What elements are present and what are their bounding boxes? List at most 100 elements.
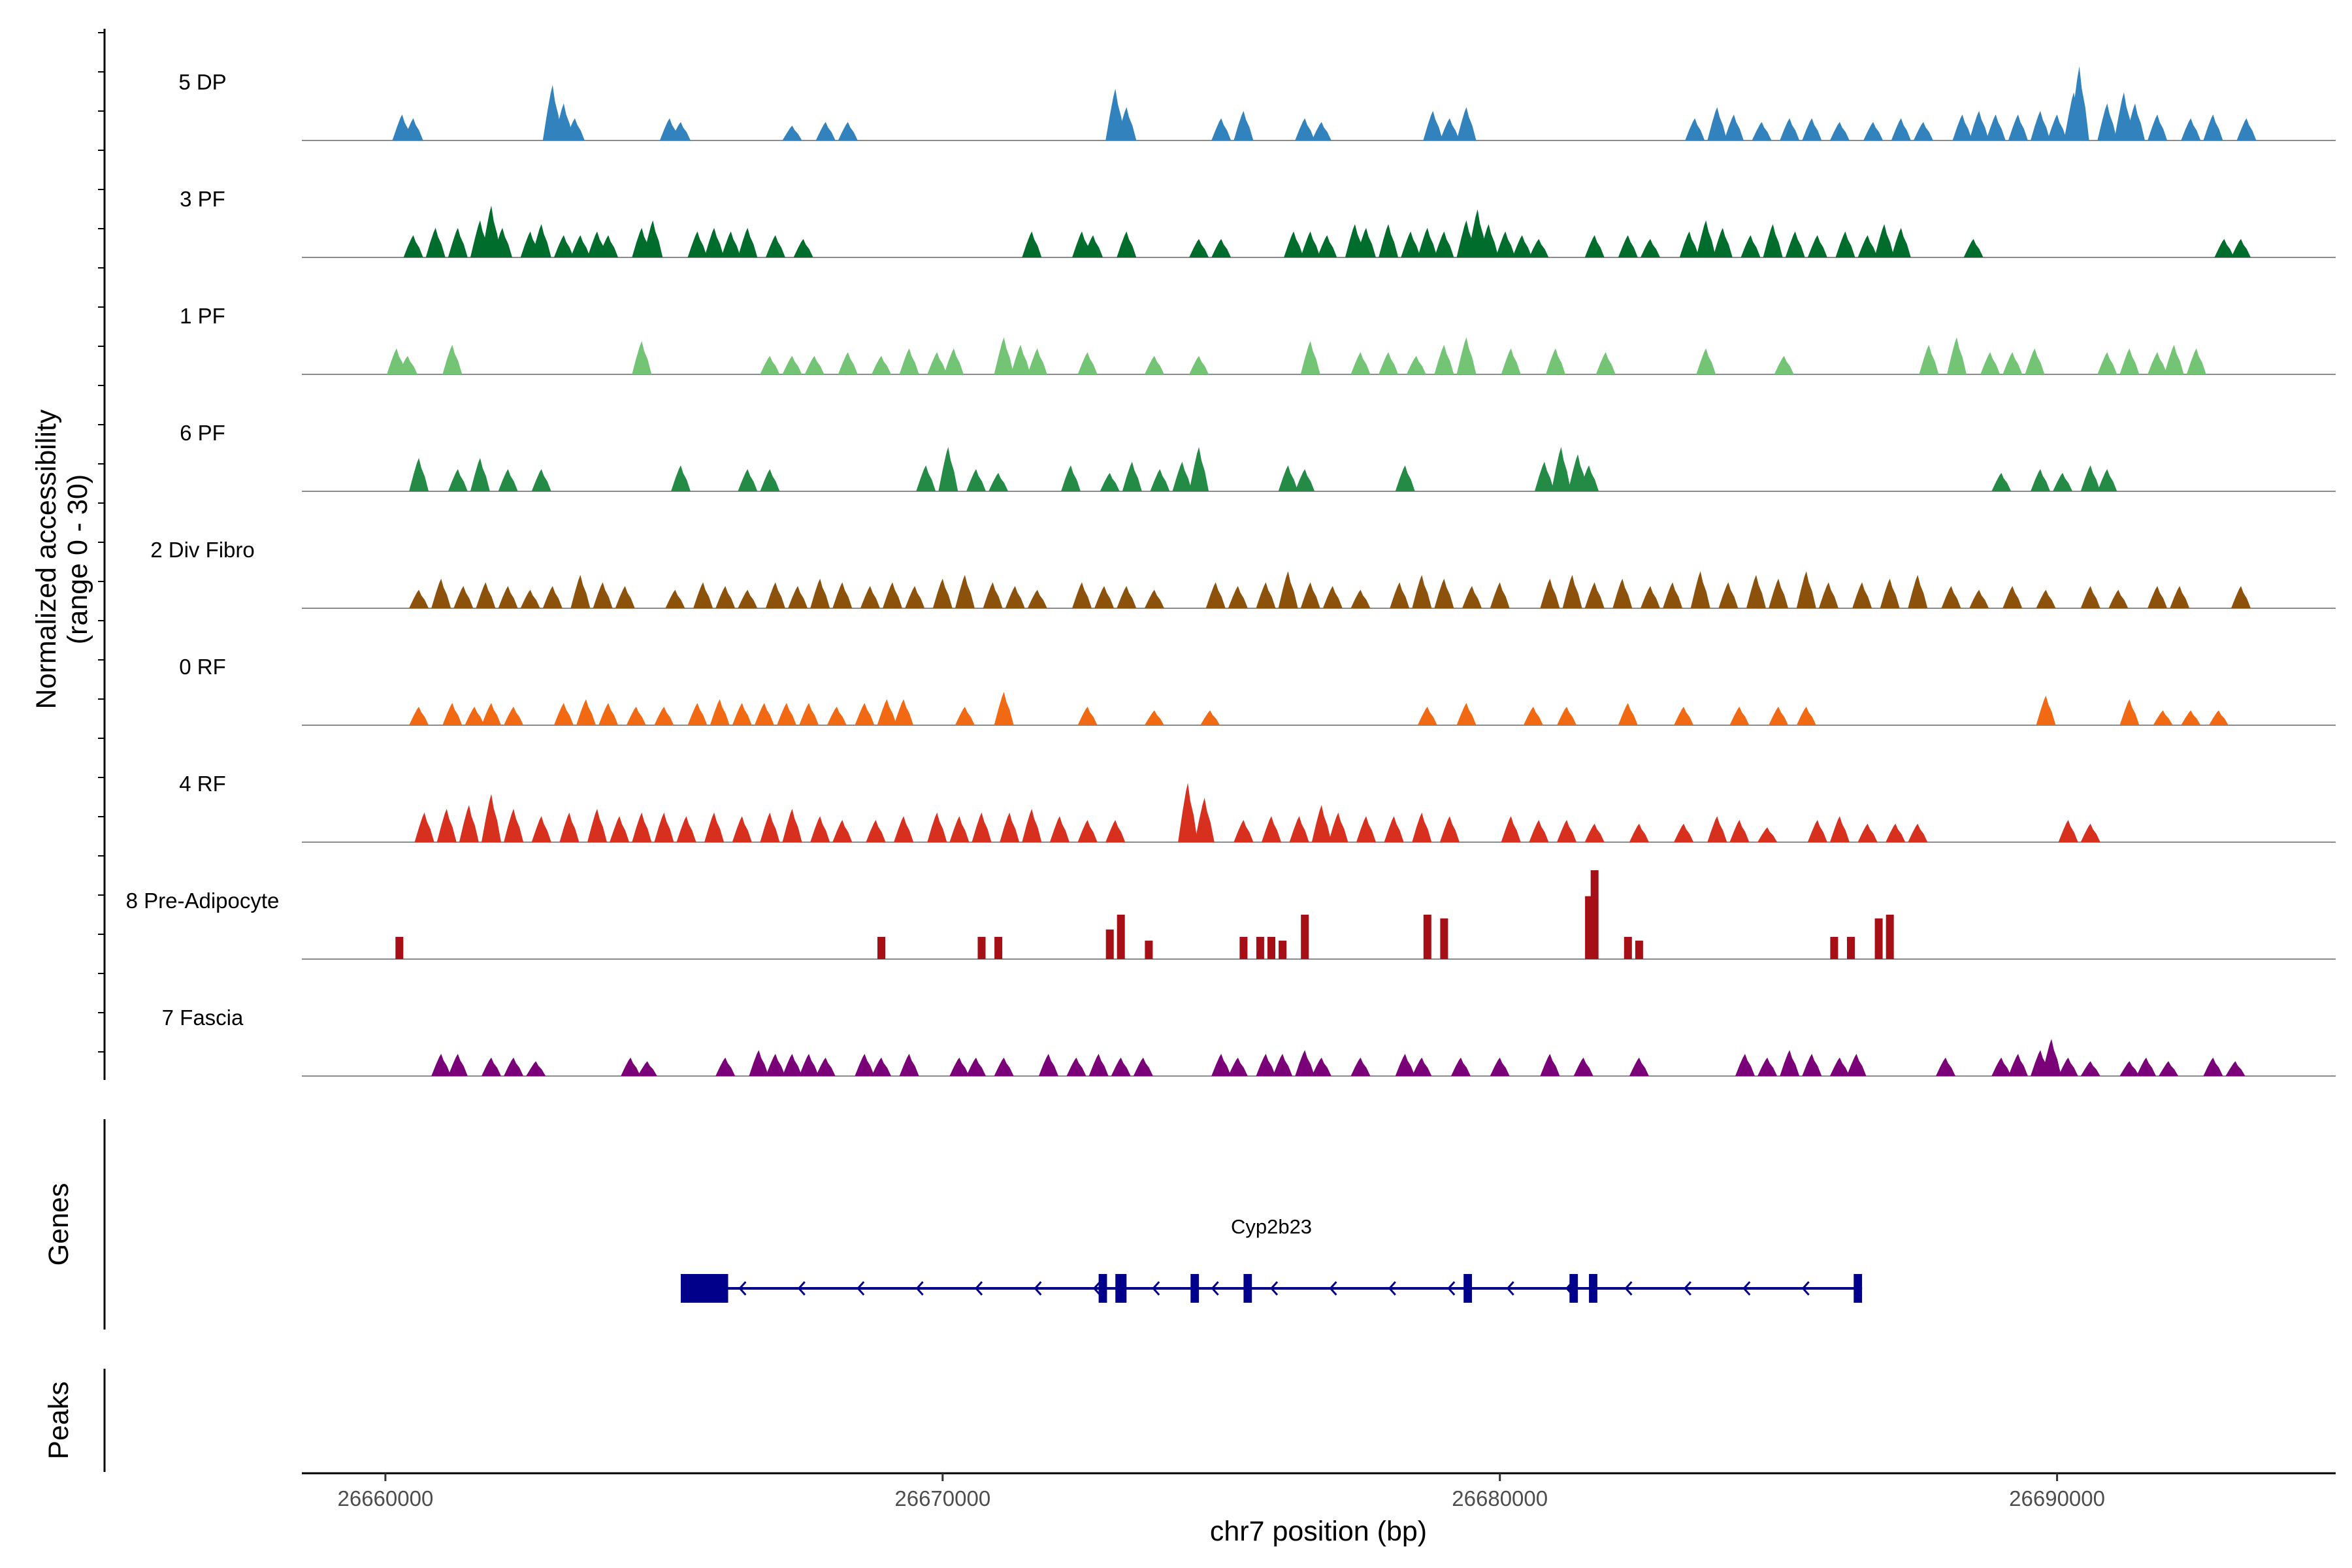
accessibility-peak	[1557, 706, 1576, 725]
accessibility-peak	[1629, 823, 1649, 842]
accessibility-peak	[1083, 235, 1103, 257]
accessibility-peak	[671, 122, 691, 140]
accessibility-peak	[398, 355, 417, 374]
accessibility-peak	[955, 706, 975, 725]
accessibility-peak	[2148, 114, 2168, 140]
accessibility-peak	[1991, 472, 2012, 491]
x-tick-label: 26660000	[337, 1486, 433, 1511]
accessibility-peak	[932, 578, 953, 608]
accessibility-peak	[838, 122, 858, 140]
accessibility-peak	[765, 582, 785, 608]
accessibility-peak	[448, 469, 468, 491]
strand-arrow	[738, 1281, 747, 1296]
accessibility-peak	[1641, 586, 1660, 608]
gene-exon	[1190, 1274, 1200, 1303]
accessibility-peak	[643, 220, 663, 257]
accessibility-peak	[2164, 344, 2184, 374]
accessibility-peak	[1752, 122, 1772, 140]
accessibility-peak	[1189, 238, 1209, 257]
accessibility-peak	[1189, 355, 1209, 374]
accessibility-peak	[2119, 699, 2140, 725]
accessibility-peak	[1919, 344, 1939, 374]
accessibility-peak	[704, 227, 725, 257]
accessibility-peak	[793, 238, 813, 257]
accessibility-peak	[687, 231, 708, 257]
accessibility-peak	[826, 706, 847, 725]
accessibility-peak	[1350, 352, 1371, 374]
accessibility-peak	[2136, 1057, 2156, 1076]
accessibility-peak	[1763, 224, 1783, 257]
accessibility-peak	[855, 703, 875, 725]
accessibility-peak	[782, 125, 802, 140]
accessibility-peak	[409, 458, 429, 491]
strand-arrow	[1329, 1281, 1337, 1296]
accessibility-peak	[972, 812, 992, 842]
accessibility-peak	[1707, 107, 1727, 140]
coverage-y-axis-ticks	[98, 32, 105, 1053]
accessibility-peak	[1624, 937, 1632, 959]
accessibility-peak	[782, 1054, 802, 1076]
accessibility-peak	[1350, 1057, 1371, 1076]
accessibility-peak	[1439, 816, 1460, 842]
accessibility-peak	[1735, 1054, 1755, 1076]
accessibility-peak	[1279, 940, 1287, 959]
x-tick-label: 26690000	[2009, 1486, 2105, 1511]
accessibility-peak	[2097, 103, 2117, 140]
accessibility-peak	[403, 235, 423, 257]
accessibility-peak	[2231, 238, 2251, 257]
accessibility-peak	[1740, 235, 1761, 257]
track-7-fascia: 7 Fascia	[162, 1005, 2336, 1077]
accessibility-peak	[1490, 1057, 1510, 1076]
accessibility-peak	[1311, 805, 1331, 842]
accessibility-peak	[760, 355, 780, 374]
accessibility-peak	[1434, 344, 1454, 374]
accessibility-peak	[409, 706, 429, 725]
accessibility-peak	[1769, 578, 1789, 608]
accessibility-peak	[710, 699, 730, 725]
strand-arrow	[1034, 1281, 1042, 1296]
accessibility-peak	[1395, 465, 1415, 491]
strand-arrow	[1742, 1281, 1751, 1296]
accessibility-peak	[610, 816, 630, 842]
strand-arrow	[1152, 1281, 1160, 1296]
track-label: 3 PF	[180, 187, 225, 211]
accessibility-peak	[2080, 1061, 2100, 1076]
accessibility-peak	[493, 227, 512, 257]
accessibility-peak	[1551, 447, 1571, 491]
accessibility-peak	[1395, 1054, 1415, 1076]
accessibility-peak	[799, 703, 819, 725]
accessibility-peak	[1094, 586, 1115, 608]
accessibility-peak	[2031, 110, 2050, 140]
accessibility-peak	[832, 820, 853, 842]
accessibility-peak	[815, 1057, 836, 1076]
accessibility-peak	[1412, 575, 1432, 608]
accessibility-peak	[1679, 231, 1699, 257]
strand-arrow	[1506, 1281, 1514, 1296]
accessibility-peak	[738, 227, 758, 257]
accessibility-peak	[1105, 820, 1126, 842]
strand-arrow	[1211, 1281, 1219, 1296]
accessibility-peak	[2036, 589, 2056, 608]
accessibility-peak	[1072, 582, 1092, 608]
accessibility-peak	[1027, 348, 1047, 374]
accessibility-peak	[927, 812, 947, 842]
accessibility-peak	[1847, 937, 1855, 959]
accessibility-peak	[2208, 710, 2229, 725]
accessibility-peak	[598, 703, 619, 725]
accessibility-peak	[1746, 575, 1766, 608]
accessibility-peak	[1000, 812, 1020, 842]
accessibility-peak	[1061, 465, 1081, 491]
accessibility-peak	[1723, 114, 1744, 140]
accessibility-peak	[2053, 472, 2073, 491]
accessibility-peak	[1211, 238, 1232, 257]
accessibility-peak	[2231, 586, 2251, 608]
accessibility-peak	[2108, 589, 2129, 608]
accessibility-peak	[1595, 352, 1616, 374]
accessibility-peak	[1546, 348, 1565, 374]
accessibility-peak	[553, 235, 574, 257]
track-1-pf: 1 PF	[180, 304, 2336, 375]
accessibility-peak	[570, 235, 591, 257]
gene-exon	[1854, 1274, 1863, 1303]
